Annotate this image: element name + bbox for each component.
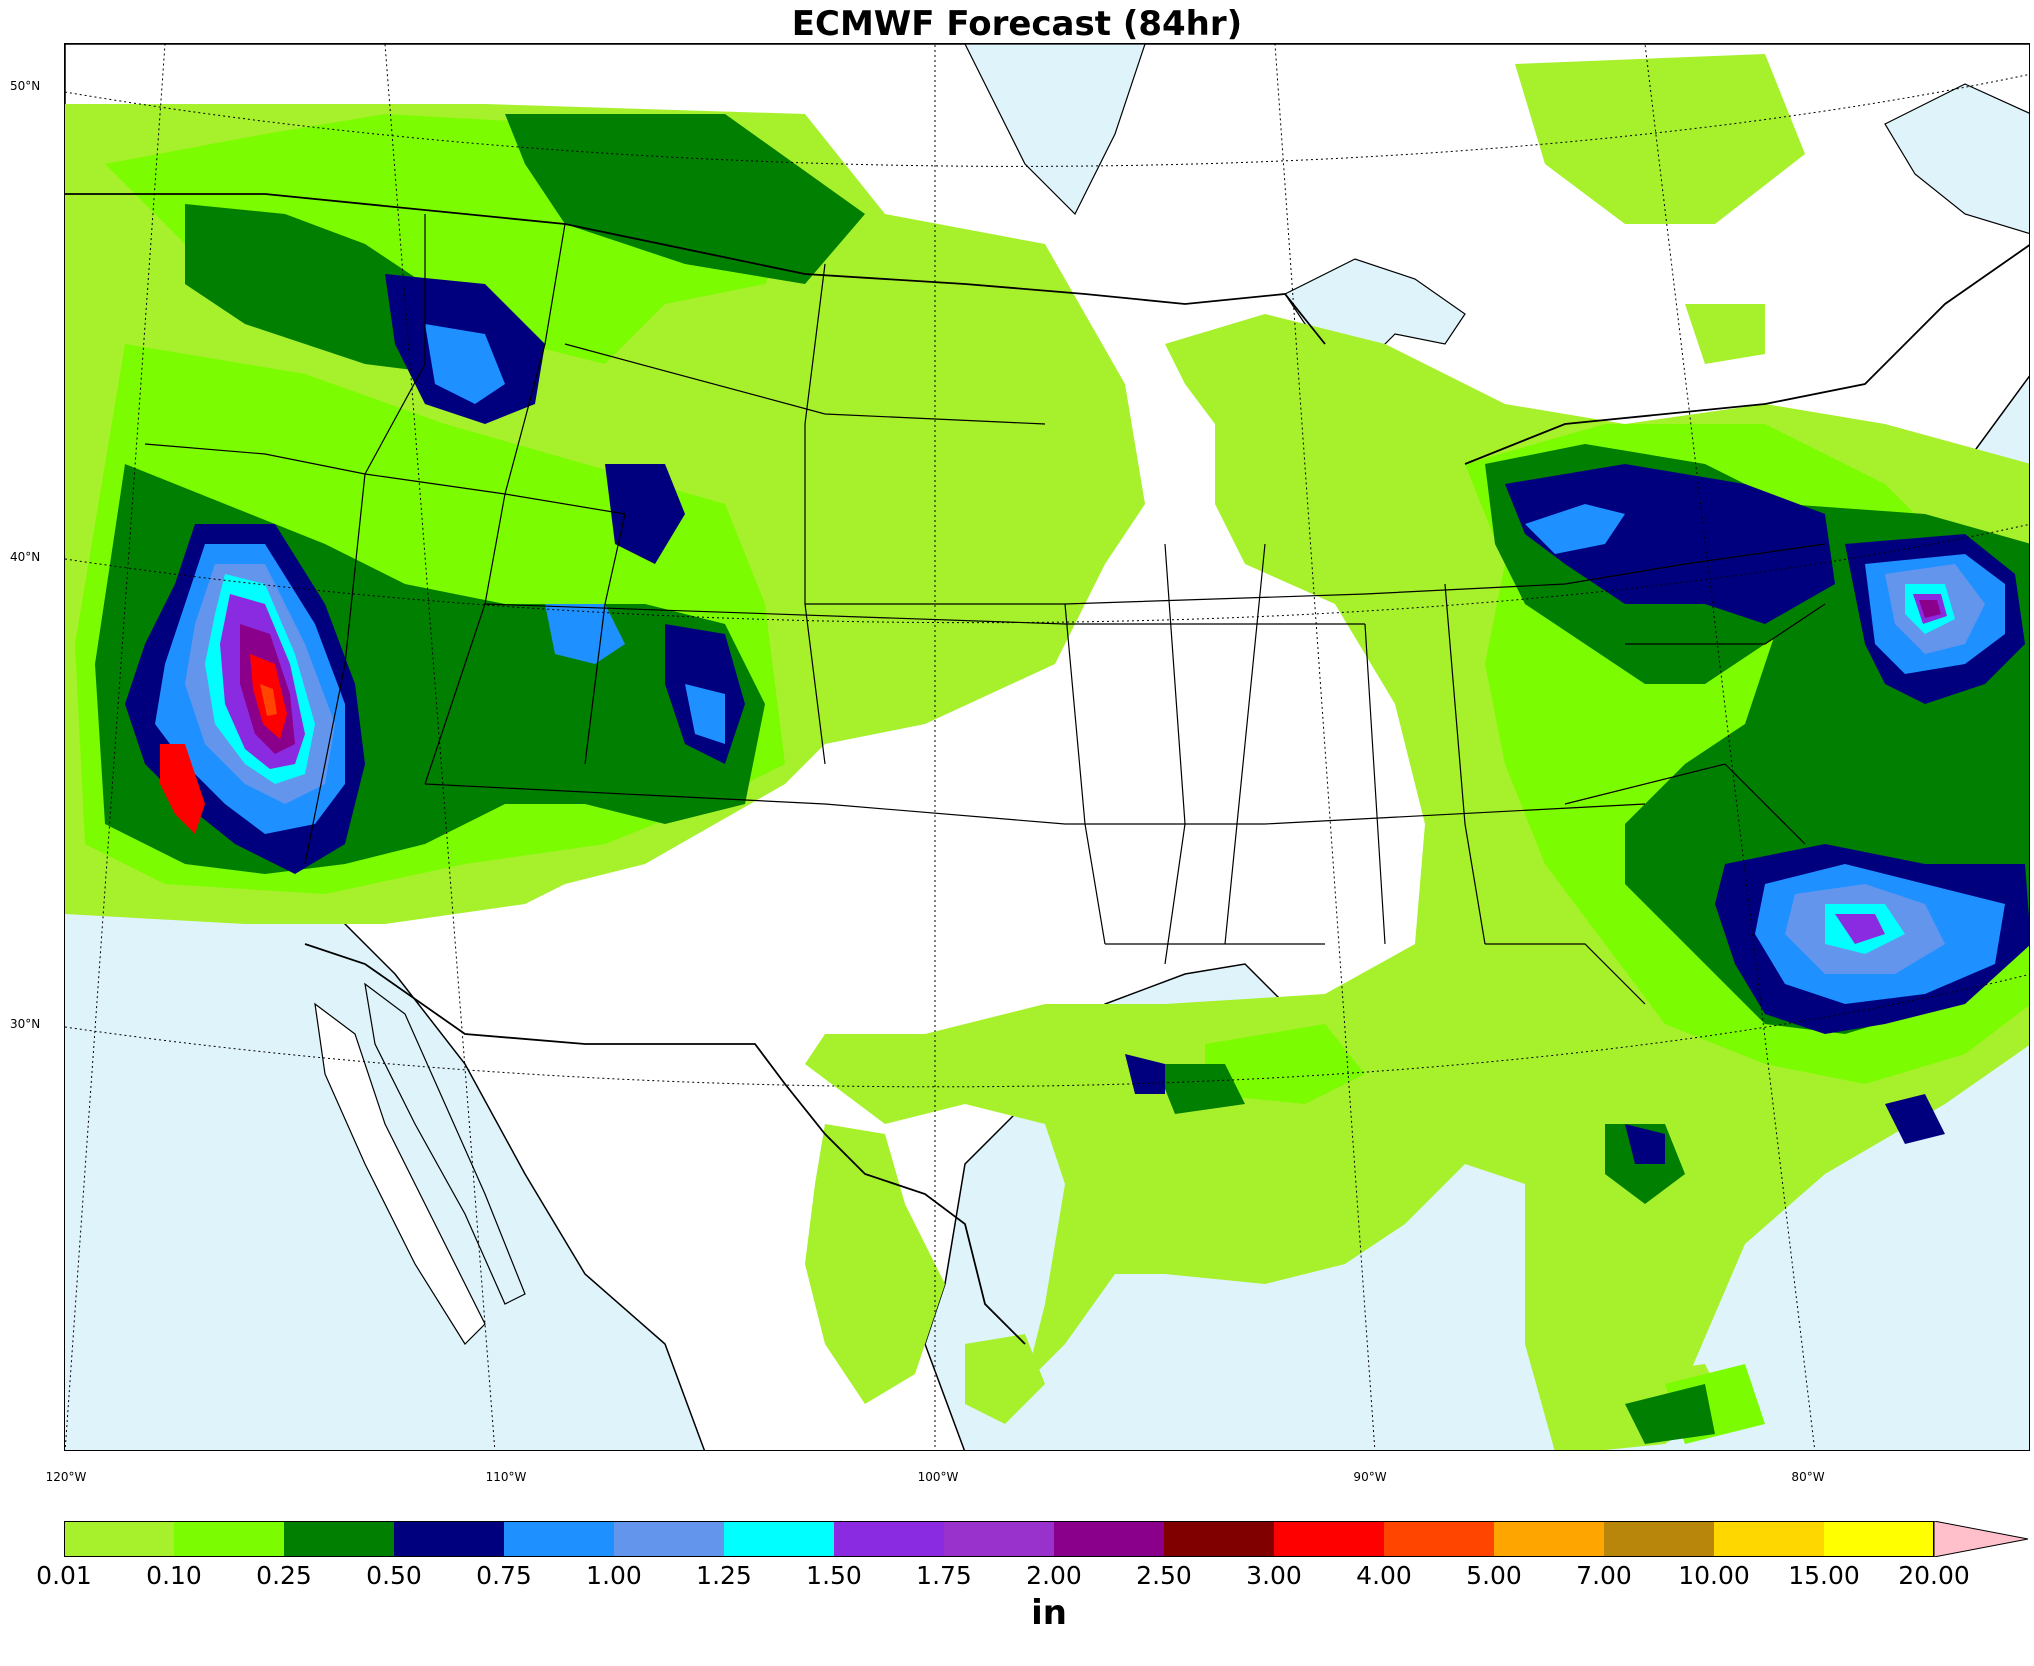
colorbar-tick-label: 0.01 [36,1561,92,1590]
colorbar-tick-label: 1.25 [696,1561,752,1590]
borders [65,193,2029,1345]
colorbar-outline [64,1521,1934,1557]
state-lines [144,214,1826,1005]
lon-label-110w: 110°W [485,1470,527,1484]
colorbar-swatch [394,1521,504,1557]
map-canvas [65,44,2029,1450]
precip-4.00 [260,684,277,716]
colorbar-swatch [1164,1521,1274,1557]
colorbar-swatch [1824,1521,1934,1557]
colorbar-tick-label: 1.75 [916,1561,972,1590]
baja-california [314,1002,486,1345]
colorbar-swatch [944,1521,1054,1557]
gulf-of-st-lawrence [1884,83,2029,235]
colorbar-swatch [834,1521,944,1557]
colorbar-tick-label: 3.00 [1246,1561,1302,1590]
colorbar [64,1521,2029,1557]
lon-label-100w: 100°W [917,1470,959,1484]
colorbar-swatch [1714,1521,1824,1557]
gulf-of-california [364,982,526,1305]
colorbar-extend-arrow [1933,1521,2029,1557]
colorbar-tick-label: 7.00 [1576,1561,1632,1590]
colorbar-swatch [724,1521,834,1557]
colorbar-swatch [1274,1521,1384,1557]
lat-label-50n: 50°N [10,79,41,93]
colorbar-tick-label: 4.00 [1356,1561,1412,1590]
colorbar-units: in [1031,1593,1067,1633]
colorbar-swatch [1604,1521,1714,1557]
lon-label-80w: 80°W [1791,1470,1825,1484]
colorbar-swatch [504,1521,614,1557]
lon-label-120w: 120°W [45,1470,87,1484]
colorbar-tick-label: 20.00 [1898,1561,1970,1590]
lat-label-40n: 40°N [10,550,41,564]
northern-water [964,44,1146,216]
colorbar-swatch [1384,1521,1494,1557]
colorbar-tick-label: 1.50 [806,1561,862,1590]
colorbar-tick-label: 10.00 [1678,1561,1750,1590]
graticule [65,44,2029,1450]
lat-label-30n: 30°N [10,1017,41,1031]
colorbar-tick-label: 0.10 [146,1561,202,1590]
map-title: ECMWF Forecast (84hr) [791,4,1243,44]
colorbar-tick-label: 0.25 [256,1561,312,1590]
colorbar-tick-label: 2.00 [1026,1561,1082,1590]
colorbar-swatch [174,1521,284,1557]
colorbar-swatch [284,1521,394,1557]
colorbar-swatch [614,1521,724,1557]
colorbar-swatch [64,1521,174,1557]
colorbar-tick-label: 0.50 [366,1561,422,1590]
lon-label-90w: 90°W [1353,1470,1387,1484]
colorbar-tick-label: 5.00 [1466,1561,1522,1590]
colorbar-tick-label: 2.50 [1136,1561,1192,1590]
colorbar-tick-label: 0.75 [476,1561,532,1590]
colorbar-tick-label: 15.00 [1788,1561,1860,1590]
precipitation-map [64,43,2030,1451]
colorbar-swatch [1494,1521,1604,1557]
colorbar-tick-label: 1.00 [586,1561,642,1590]
colorbar-swatch [1054,1521,1164,1557]
